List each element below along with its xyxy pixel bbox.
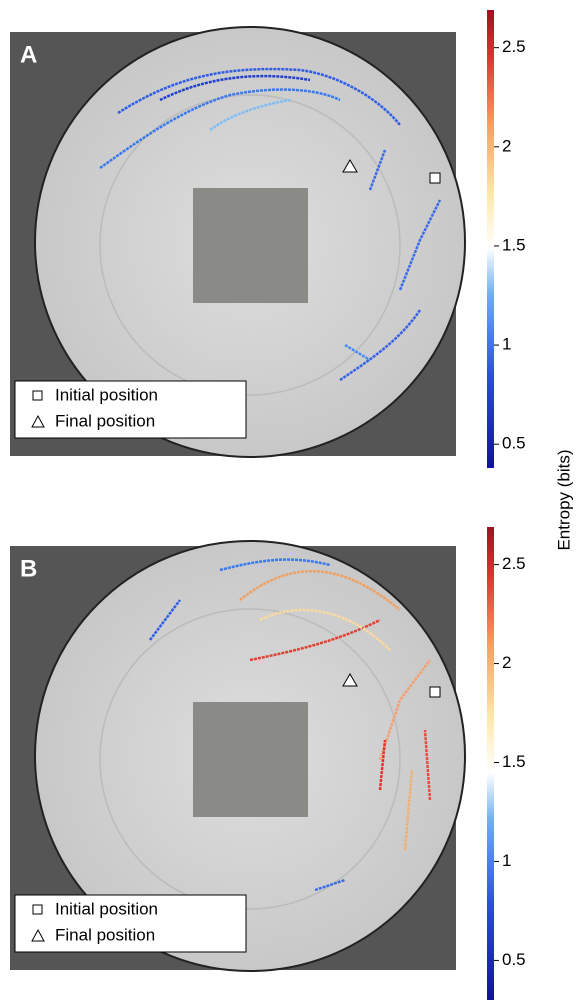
colorbar-tick-label: 2.5	[502, 37, 526, 56]
arena-inner	[99, 608, 401, 910]
legend-box	[14, 380, 247, 439]
center-platform	[193, 188, 308, 303]
trajectory	[344, 343, 371, 362]
legend-text: Initial position	[55, 899, 158, 918]
colorbar-tick-label: 1	[502, 335, 511, 354]
colorbar-tick-label: 2	[502, 136, 511, 155]
colorbar-tick-label: 2.5	[502, 554, 526, 573]
initial-marker	[429, 686, 441, 698]
colorbar-tick-label: 0.5	[502, 950, 526, 969]
colorbar-tick-label: 0.5	[502, 434, 526, 453]
trajectory	[398, 199, 442, 291]
legend-square	[32, 904, 43, 915]
trajectory	[378, 659, 431, 761]
panel-label: B	[20, 555, 37, 582]
trajectory	[239, 570, 401, 611]
center-platform	[193, 702, 308, 817]
trajectory	[378, 739, 387, 791]
colorbar	[487, 527, 494, 1000]
colorbar-tick-label: 1.5	[502, 752, 526, 771]
legend-text: Initial position	[55, 385, 158, 404]
arena-inner	[99, 94, 401, 396]
trajectory	[249, 618, 381, 662]
trajectory	[209, 98, 291, 132]
trajectory	[339, 309, 422, 382]
legend-square	[32, 390, 43, 401]
colorbar-tick-label: 1.5	[502, 235, 526, 254]
colorbar-tick-label: 2	[502, 653, 511, 672]
legend-triangle	[31, 414, 45, 428]
trajectory	[117, 67, 401, 126]
trajectory	[259, 608, 391, 651]
trajectory	[368, 149, 387, 191]
trajectory	[99, 88, 341, 170]
colorbar-tick-label: 1	[502, 851, 511, 870]
colorbar-label: Entropy (bits)	[554, 449, 573, 550]
legend-box	[14, 894, 247, 953]
final-marker	[342, 673, 358, 687]
trajectory	[159, 74, 311, 102]
final-marker	[342, 159, 358, 173]
initial-marker	[429, 172, 441, 184]
trajectory	[219, 558, 331, 572]
trajectory	[149, 599, 181, 641]
legend-text: Final position	[55, 411, 155, 430]
legend-triangle	[31, 928, 45, 942]
legend-text: Final position	[55, 925, 155, 944]
trajectory	[403, 769, 414, 851]
trajectory	[314, 878, 346, 892]
trajectory	[423, 729, 432, 801]
colorbar	[487, 10, 494, 468]
panel-label: A	[20, 41, 37, 68]
